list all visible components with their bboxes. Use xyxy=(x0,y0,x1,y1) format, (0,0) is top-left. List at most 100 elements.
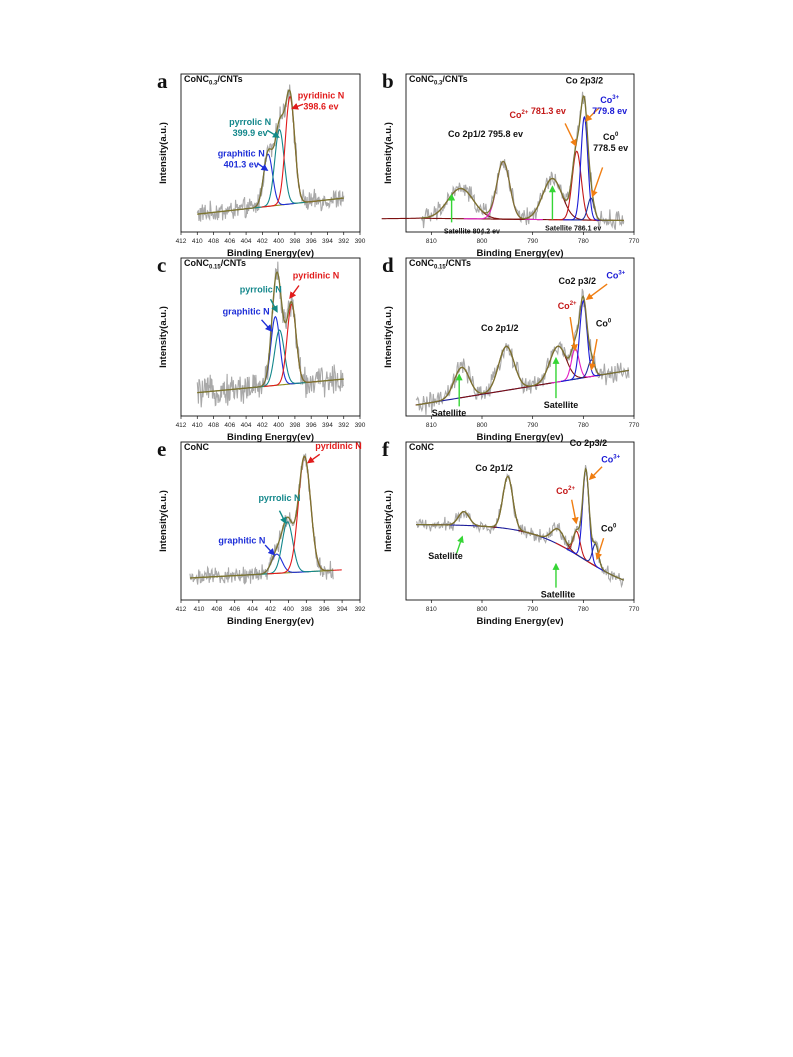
x-tick-label: 790 xyxy=(527,238,538,245)
peak-annotation: Co2+ xyxy=(556,486,575,496)
panel-a: a CoNC0.3/CNTs 412 410 408 406 404 402 400 398 396… xyxy=(157,69,366,259)
component-peak xyxy=(549,150,605,221)
peak-annotation: 399.9 ev xyxy=(233,128,268,138)
peak-annotation: pyridinic N xyxy=(293,271,340,281)
y-axis-title: Intensity(a.u.) xyxy=(158,490,169,552)
peak-annotation: Co3+ xyxy=(600,95,619,105)
x-tick-label: 770 xyxy=(629,238,640,245)
panel-e: e CoNC 412 410 408 406 404 402 400 398 396 394 392 Bi… xyxy=(157,437,366,627)
component-peak xyxy=(254,521,321,576)
peak-annotation: 779.8 ev xyxy=(592,106,627,116)
x-tick-label: 810 xyxy=(426,606,437,613)
peak-annotation: Co 2p3/2 xyxy=(566,76,604,86)
x-tick-label: 406 xyxy=(224,422,235,429)
x-tick-label: 410 xyxy=(192,422,203,429)
y-axis-title: Intensity(a.u.) xyxy=(383,490,394,552)
x-tick-label: 394 xyxy=(322,238,333,245)
annotation-arrow xyxy=(269,298,278,313)
peak-annotation: Co2+ 781.3 ev xyxy=(510,106,566,120)
peak-annotation: Satellite xyxy=(432,408,467,418)
annotation-arrow xyxy=(591,167,604,198)
x-tick-label: 410 xyxy=(193,606,204,613)
x-tick-label: 810 xyxy=(426,238,437,245)
peak-annotation: graphitic N xyxy=(218,148,265,158)
fit-envelope xyxy=(197,89,344,215)
x-tick-label: 780 xyxy=(578,422,589,429)
annotation-arrow xyxy=(261,319,273,332)
annotation-arrow xyxy=(278,510,287,525)
x-tick-label: 404 xyxy=(247,606,258,613)
x-tick-label: 398 xyxy=(289,422,300,429)
x-tick-label: 800 xyxy=(477,238,488,245)
annotation-arrow xyxy=(588,466,603,481)
panel-letter: a xyxy=(157,69,168,93)
annotation-arrow xyxy=(257,162,269,171)
peak-annotation: Co3+ xyxy=(601,455,620,465)
x-tick-label: 408 xyxy=(208,238,219,245)
peak-annotation: Co0 xyxy=(601,523,617,533)
y-axis-title: Intensity(a.u.) xyxy=(383,306,394,368)
panel-c: c CoNC0.15/CNTs 412 410 408 406 404 402 400 398 39… xyxy=(157,253,366,443)
x-axis-title: Binding Energy(ev) xyxy=(227,248,314,259)
fit-envelope xyxy=(189,455,334,579)
peak-annotation: Satellite 804.2 ev xyxy=(444,228,500,235)
x-tick-label: 810 xyxy=(426,422,437,429)
component-peak xyxy=(250,128,309,209)
peak-annotation: Satellite 786.1 ev xyxy=(545,226,601,233)
fit-envelope xyxy=(421,94,624,222)
component-peak xyxy=(565,468,606,573)
x-tick-label: 396 xyxy=(319,606,330,613)
x-axis-title: Binding Energy(ev) xyxy=(476,248,563,259)
x-tick-label: 400 xyxy=(273,422,284,429)
peak-annotation: Co3+ xyxy=(606,271,625,281)
plot-frame xyxy=(180,257,361,417)
plot-frame xyxy=(405,73,635,233)
x-tick-label: 392 xyxy=(355,606,366,613)
raw-spectrum xyxy=(415,464,624,589)
annotation-arrow xyxy=(570,499,579,525)
x-tick-label: 790 xyxy=(527,606,538,613)
x-tick-label: 402 xyxy=(257,238,268,245)
y-axis-title: Intensity(a.u.) xyxy=(158,122,169,184)
annotation-arrow xyxy=(291,103,304,110)
x-tick-label: 394 xyxy=(322,422,333,429)
x-tick-label: 412 xyxy=(176,606,187,613)
component-peak xyxy=(560,299,606,382)
x-tick-label: 392 xyxy=(338,238,349,245)
peak-annotation: pyridinic N xyxy=(298,91,345,101)
panel-title: CoNC0.3/CNTs xyxy=(409,74,468,87)
component-peak xyxy=(555,530,599,568)
peak-annotation: pyridinic N xyxy=(315,441,362,451)
component-peak xyxy=(381,187,540,221)
annotation-arrow xyxy=(584,107,600,122)
x-tick-label: 390 xyxy=(355,422,366,429)
peak-annotation: 401.3 ev xyxy=(224,159,259,169)
x-axis-title: Binding Energy(ev) xyxy=(227,616,314,627)
component-peak xyxy=(261,95,319,208)
peak-annotation: graphitic N xyxy=(223,306,270,316)
x-tick-label: 398 xyxy=(289,238,300,245)
y-axis-title: Intensity(a.u.) xyxy=(158,306,169,368)
annotation-arrow xyxy=(564,123,577,147)
x-tick-label: 406 xyxy=(224,238,235,245)
x-tick-label: 398 xyxy=(301,606,312,613)
y-axis-title: Intensity(a.u.) xyxy=(383,122,394,184)
peak-annotation: Co2+ xyxy=(558,301,577,311)
x-tick-label: 408 xyxy=(211,606,222,613)
x-axis-title: Binding Energy(ev) xyxy=(476,432,563,443)
x-tick-label: 396 xyxy=(306,238,317,245)
peak-annotation: 398.6 ev xyxy=(303,102,338,112)
annotation-arrow xyxy=(456,535,464,554)
x-tick-label: 412 xyxy=(176,422,187,429)
x-tick-label: 402 xyxy=(257,422,268,429)
annotation-arrow xyxy=(589,338,598,371)
x-tick-label: 400 xyxy=(283,606,294,613)
panel-title: CoNC0.3/CNTs xyxy=(184,74,243,87)
x-tick-label: 408 xyxy=(208,422,219,429)
plot-frame xyxy=(405,257,635,417)
peak-annotation: Co 2p1/2 795.8 ev xyxy=(448,129,523,139)
raw-spectrum xyxy=(415,288,630,415)
panel-title: CoNC xyxy=(409,442,434,452)
peak-annotation: Satellite xyxy=(544,400,579,410)
peak-annotation: Co 2p1/2 xyxy=(481,323,519,333)
